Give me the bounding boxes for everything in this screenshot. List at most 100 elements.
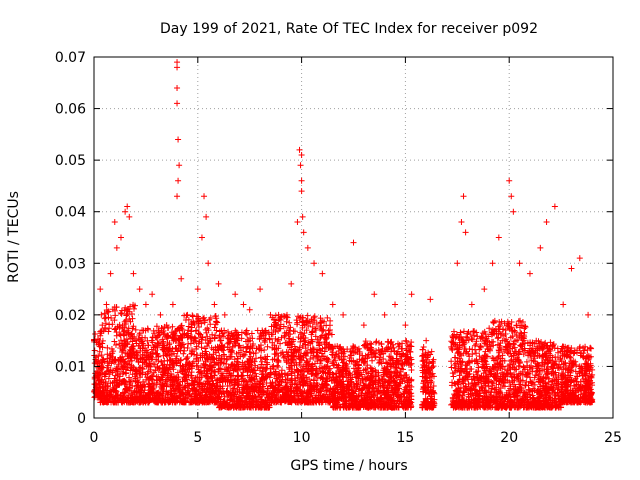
- data-point: [153, 350, 160, 357]
- data-point: [113, 368, 120, 375]
- data-point: [128, 331, 135, 338]
- data-point: [134, 393, 141, 400]
- data-point: [105, 328, 112, 335]
- data-point: [149, 372, 156, 379]
- data-point: [100, 364, 107, 371]
- data-point: [450, 373, 457, 380]
- data-point: [189, 312, 196, 319]
- data-point: [106, 321, 113, 328]
- data-point: [127, 347, 134, 354]
- data-point: [112, 341, 119, 348]
- data-point: [191, 334, 198, 341]
- data-point: [408, 367, 415, 374]
- data-point: [100, 398, 107, 405]
- data-point: [154, 351, 161, 358]
- data-point: [99, 340, 106, 347]
- data-point: [97, 343, 104, 350]
- data-point: [99, 384, 106, 391]
- data-point: [123, 386, 130, 393]
- data-point: [165, 374, 172, 381]
- data-point: [159, 371, 166, 378]
- data-point: [111, 359, 118, 366]
- data-point: [119, 389, 126, 396]
- data-point: [130, 301, 137, 308]
- data-point: [97, 369, 104, 376]
- data-point: [133, 389, 140, 396]
- data-point: [102, 326, 109, 333]
- data-point: [188, 351, 195, 358]
- data-point: [473, 350, 480, 357]
- data-point: [167, 365, 174, 372]
- data-point: [121, 378, 128, 385]
- data-point: [150, 327, 157, 334]
- data-point: [156, 390, 163, 397]
- data-point: [158, 383, 165, 390]
- data-point: [142, 327, 149, 334]
- data-point: [145, 377, 152, 384]
- data-point: [127, 318, 134, 325]
- data-point: [142, 334, 149, 341]
- data-point: [102, 320, 109, 327]
- data-point: [175, 336, 182, 343]
- data-point: [100, 392, 107, 399]
- data-point: [169, 323, 176, 330]
- data-point: [111, 379, 118, 386]
- data-point: [520, 351, 527, 358]
- data-point: [101, 315, 108, 322]
- data-point: [99, 337, 106, 344]
- data-point: [121, 394, 128, 401]
- data-point: [166, 341, 173, 348]
- data-point: [183, 355, 190, 362]
- data-point: [132, 337, 139, 344]
- data-point: [137, 386, 144, 393]
- data-point: [165, 324, 172, 331]
- data-point: [145, 383, 152, 390]
- data-points: [91, 59, 596, 411]
- data-point: [107, 352, 114, 359]
- data-point: [91, 336, 98, 343]
- data-point: [146, 380, 153, 387]
- data-point: [151, 342, 158, 349]
- data-point: [141, 349, 148, 356]
- data-point: [174, 326, 181, 333]
- data-point: [187, 340, 194, 347]
- data-point: [153, 334, 160, 341]
- data-point: [136, 399, 143, 406]
- data-point: [151, 397, 158, 404]
- data-point: [155, 353, 162, 360]
- data-point: [92, 381, 99, 388]
- data-point: [139, 366, 146, 373]
- data-point: [133, 355, 140, 362]
- data-point: [111, 317, 118, 324]
- data-point: [98, 378, 105, 385]
- data-point: [160, 338, 167, 345]
- data-point: [119, 353, 126, 360]
- data-point: [105, 314, 112, 321]
- chart-title: Day 199 of 2021, Rate Of TEC Index for r…: [160, 21, 538, 37]
- data-point: [153, 373, 160, 380]
- data-point: [118, 395, 125, 402]
- data-point: [135, 379, 142, 386]
- data-point: [132, 377, 139, 384]
- data-point: [105, 375, 112, 382]
- data-point: [180, 350, 187, 357]
- data-point: [173, 360, 180, 367]
- data-point: [109, 369, 116, 376]
- data-point: [159, 399, 166, 406]
- data-point: [172, 345, 179, 352]
- data-point: [155, 366, 162, 373]
- data-point: [146, 398, 153, 405]
- data-point: [160, 392, 167, 399]
- data-point: [160, 347, 167, 354]
- data-point: [242, 330, 249, 337]
- data-point: [160, 352, 167, 359]
- data-point: [466, 346, 473, 353]
- data-point: [450, 328, 457, 335]
- data-point: [283, 318, 290, 325]
- data-point: [162, 370, 169, 377]
- data-point: [112, 312, 119, 319]
- data-point: [91, 360, 98, 367]
- data-point: [120, 342, 127, 349]
- data-point: [116, 324, 123, 331]
- data-point: [181, 347, 188, 354]
